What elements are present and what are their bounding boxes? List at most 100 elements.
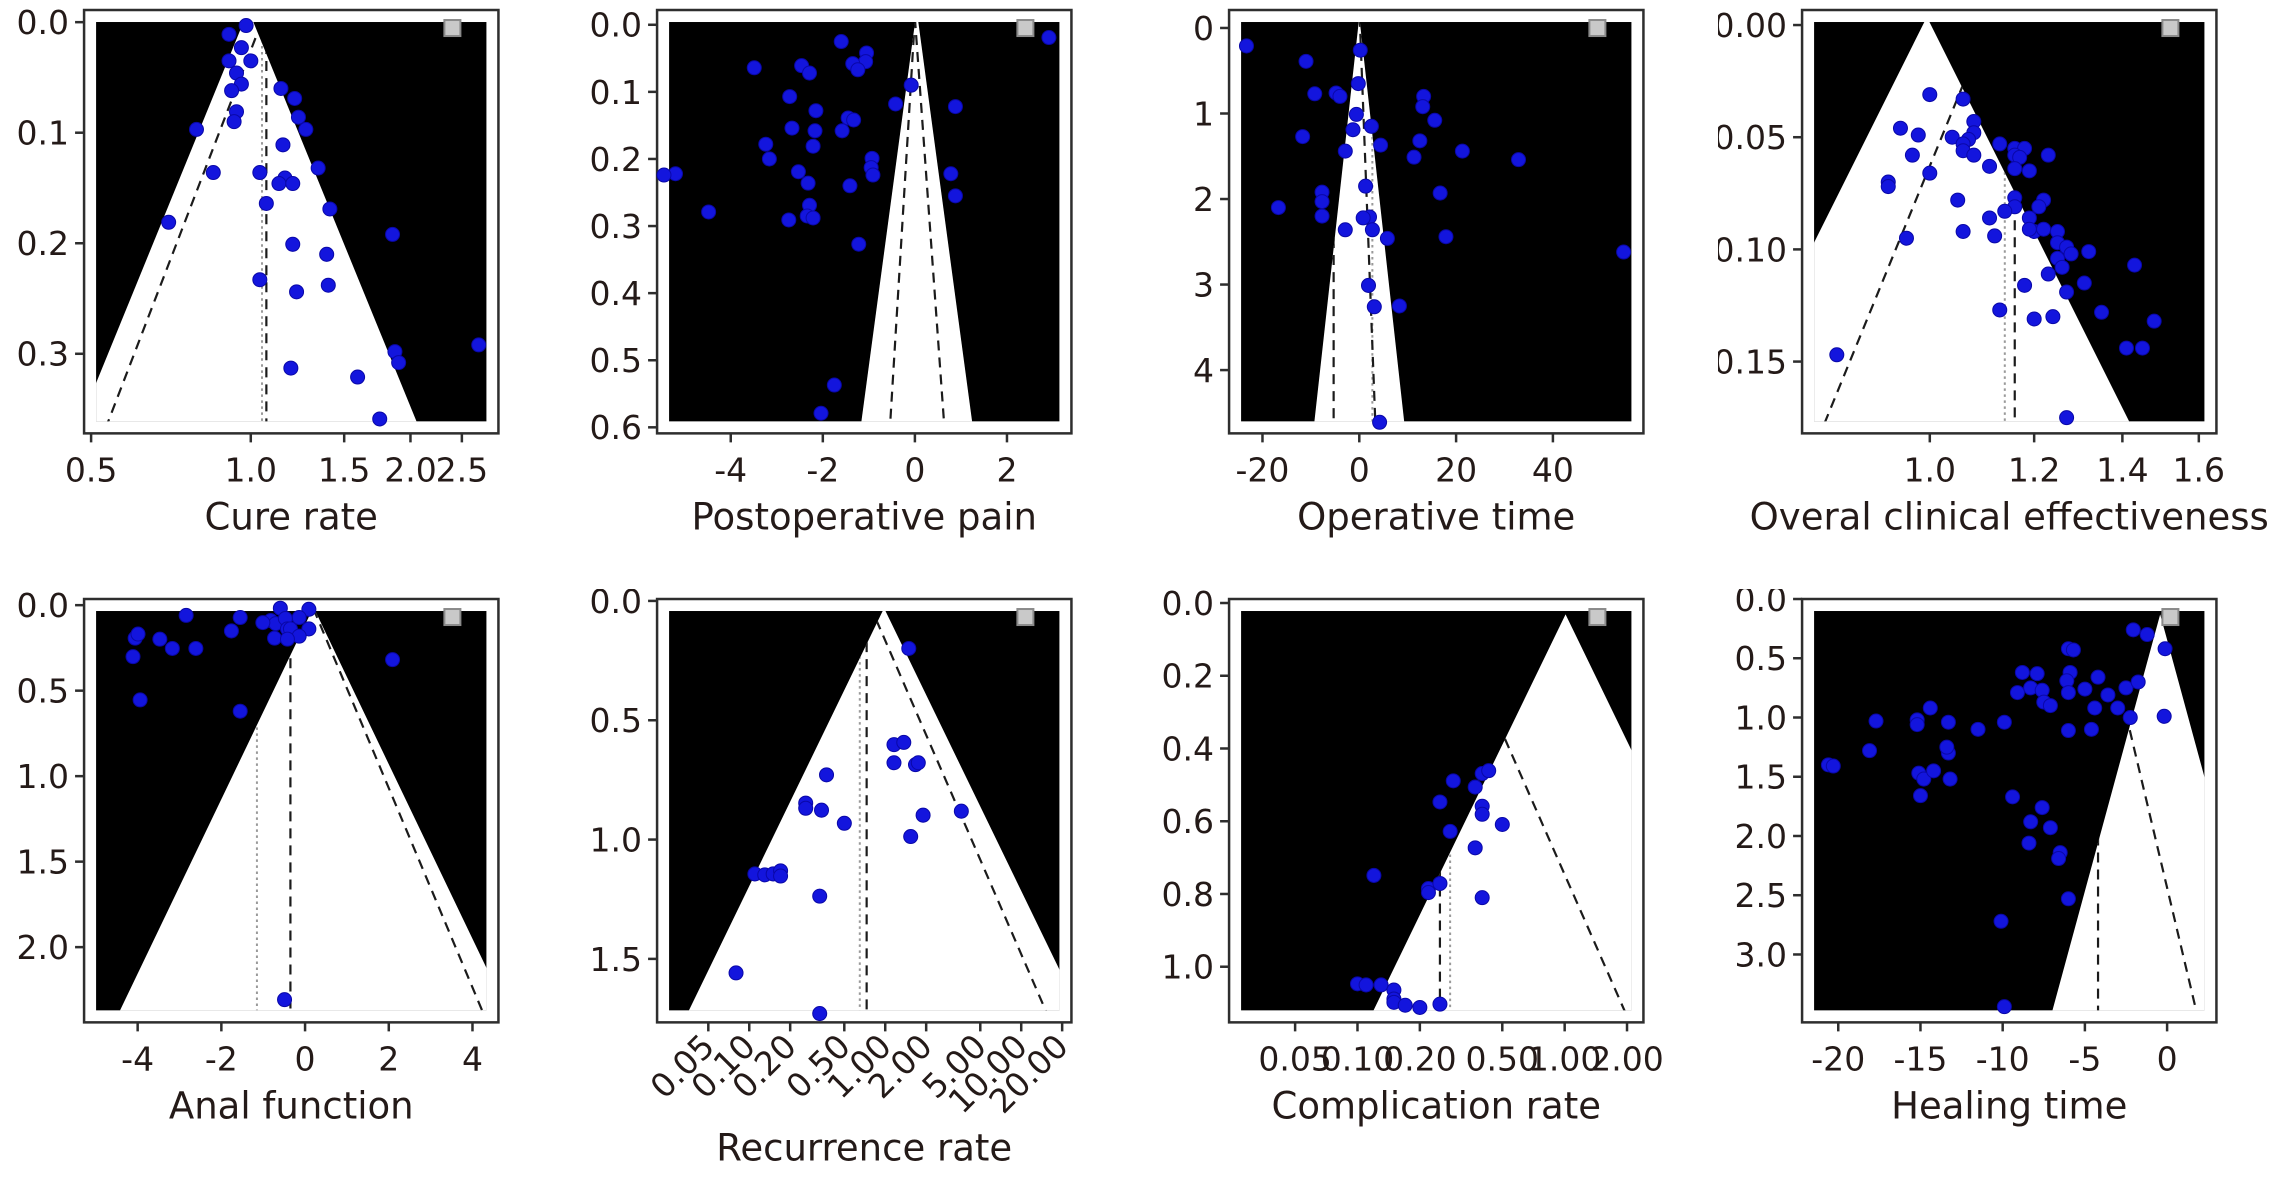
x-tick-label: 0	[904, 450, 925, 489]
y-tick-label: 1.0	[1734, 698, 1787, 737]
x-tick-label: 1.5	[318, 450, 371, 489]
funnel	[688, 610, 1059, 1010]
x-axis-title: Operative time	[1297, 495, 1575, 538]
data-points	[1820, 621, 2173, 1014]
y-axis: 0.0 0.1 0.2 0.3 0.4 0.5 0.6	[589, 6, 657, 447]
x-tick-label: 0.5	[65, 450, 118, 489]
y-tick-label: 0.3	[17, 335, 70, 374]
y-tick-label: 0.5	[589, 341, 642, 380]
x-axis-title: Overal clinical effectiveness	[1749, 495, 2268, 538]
legend-square-marker	[443, 19, 462, 38]
plot-background	[1241, 22, 1632, 422]
reference-lines	[858, 610, 1052, 1010]
y-tick-label: 1	[1193, 94, 1214, 133]
legend-square-marker	[2160, 19, 2179, 38]
y-axis: 0.0 0.5 1.0 1.5 2.0	[17, 589, 85, 967]
data-points	[161, 18, 487, 427]
x-tick-label: 2.0	[384, 450, 437, 489]
x-axis: -20 -15 -10 -5 0	[1811, 1021, 2177, 1078]
reference-line-dashed	[913, 22, 946, 422]
x-axis-title: Healing time	[1891, 1084, 2127, 1127]
x-tick-label: 0	[2156, 1039, 2177, 1078]
x-tick-label: 1.2	[2007, 450, 2060, 489]
x-axis-title: Cure rate	[205, 495, 378, 538]
y-tick-label: 0.15	[1718, 342, 1787, 381]
y-axis: 0.0 0.5 1.0 1.5	[589, 589, 657, 978]
y-tick-label: 1.0	[17, 757, 70, 796]
y-tick-label: 0.05	[1718, 118, 1787, 157]
x-axis-title: Anal function	[169, 1084, 414, 1127]
y-tick-label: 2.5	[1734, 876, 1787, 915]
y-tick-label: 0.0	[589, 589, 642, 621]
y-tick-label: 0.6	[1162, 802, 1215, 841]
y-tick-label: 0.1	[589, 73, 642, 112]
y-tick-label: 4	[1193, 351, 1214, 390]
x-axis: -4 -2 0 2 4	[121, 1021, 483, 1078]
x-axis: 0.050.100.20 0.501.002.00	[1258, 1021, 1664, 1078]
x-tick-label: -4	[121, 1039, 154, 1078]
x-tick-label: -20	[1811, 1039, 1865, 1078]
x-tick-label: 0.20	[1383, 1039, 1457, 1078]
funnel	[96, 22, 417, 422]
data-points	[1828, 87, 2162, 426]
x-tick-label: 0.05	[1258, 1039, 1332, 1078]
legend-square-marker	[1588, 607, 1607, 626]
y-tick-label: 0	[1193, 9, 1214, 48]
x-axis: -20 0 20 40	[1236, 433, 1574, 489]
data-points	[125, 600, 401, 1007]
reference-line-dashed	[874, 619, 1052, 1010]
funnel-panel-cure-rate: 0.0 0.1 0.2 0.3 0.5 1.0 1.5 2.02.5 Cure rate	[17, 3, 500, 538]
data-points	[728, 640, 969, 1021]
legend-square-marker	[443, 607, 462, 626]
y-axis: 0 1 2 3 4	[1193, 9, 1230, 390]
y-tick-label: 0.0	[17, 589, 70, 625]
x-tick-label: 20	[1435, 450, 1477, 489]
y-tick-label: 0.4	[589, 274, 642, 313]
x-tick-label: -20	[1236, 450, 1290, 489]
y-tick-label: 2	[1193, 180, 1214, 219]
x-axis-title: Recurrence rate	[716, 1126, 1012, 1169]
x-tick-label: -4	[714, 450, 747, 489]
y-axis: 0.00 0.05 0.10 0.15	[1718, 6, 1802, 381]
x-axis-title: Postoperative pain	[691, 495, 1036, 538]
y-tick-label: 2.0	[17, 928, 70, 967]
x-tick-label: 1.6	[2172, 450, 2225, 489]
x-tick-label: 2.00	[1590, 1039, 1664, 1078]
y-tick-label: 0.5	[17, 671, 70, 710]
y-tick-label: 1.5	[1734, 757, 1787, 796]
funnel	[1373, 613, 1632, 1010]
legend-square-marker	[1588, 19, 1607, 38]
x-tick-label: -2	[806, 450, 839, 489]
x-tick-label: 0	[1349, 450, 1370, 489]
funnel-panel-overal-clinical-effectiveness: 0.00 0.05 0.10 0.15 1.0 1.2 1.4 1.6 Overal clini…	[1718, 6, 2269, 539]
y-tick-label: 0.5	[589, 701, 642, 740]
y-axis: 0.0 0.1 0.2 0.3	[17, 3, 85, 374]
x-axis: 1.0 1.2 1.4 1.6	[1903, 433, 2225, 489]
x-tick-label: 0.10	[1321, 1039, 1395, 1078]
funnel-panel-postoperative-pain: 0.0 0.1 0.2 0.3 0.4 0.5 0.6 -4 -2 0 2 Postoperative…	[589, 6, 1073, 538]
x-tick-label: -5	[2068, 1039, 2101, 1078]
y-tick-label: 0.2	[1162, 656, 1215, 695]
funnel-panel-recurrence-rate: 0.0 0.5 1.0 1.5 0.050.100.200.501.002.005.00…	[589, 589, 1075, 1169]
y-tick-label: 0.6	[589, 408, 642, 447]
y-tick-label: 0.1	[17, 114, 70, 153]
y-tick-label: 0.10	[1718, 230, 1787, 269]
y-tick-label: 0.8	[1162, 874, 1215, 913]
y-tick-label: 0.0	[1734, 589, 1787, 619]
y-tick-label: 0.2	[17, 224, 70, 263]
reference-line-dashed	[312, 610, 487, 1010]
y-tick-label: 3	[1193, 265, 1214, 304]
y-tick-label: 1.0	[589, 820, 642, 859]
data-points	[1238, 38, 1632, 430]
funnel-panel-operative-time: 0 1 2 3 4 -20 0 20 40 Operative time	[1193, 8, 1645, 538]
funnel	[860, 22, 972, 422]
y-tick-label: 0.0	[1162, 589, 1215, 623]
y-tick-label: 2.0	[1734, 816, 1787, 855]
y-tick-label: 0.0	[589, 6, 642, 45]
plot-background	[668, 22, 1059, 422]
reference-lines	[255, 610, 487, 1010]
x-axis-title: Complication rate	[1271, 1084, 1601, 1127]
x-tick-label: -15	[1893, 1039, 1947, 1078]
